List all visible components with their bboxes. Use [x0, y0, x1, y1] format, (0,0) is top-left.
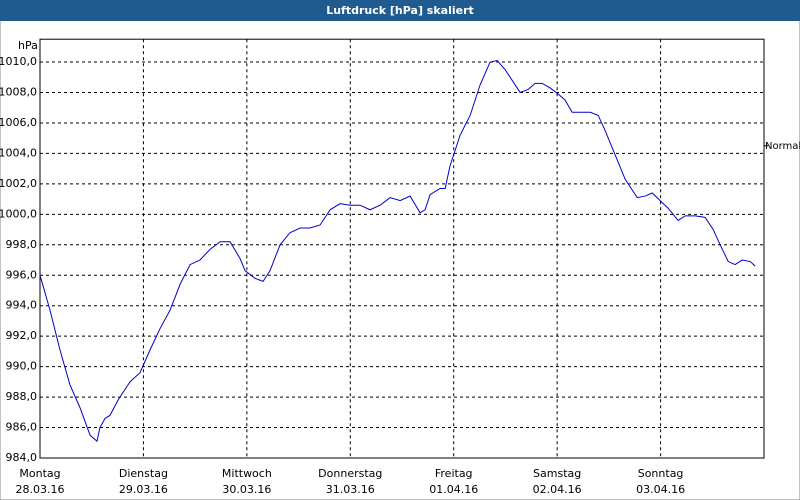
x-tick-label: Donnerstag — [318, 467, 382, 480]
y-tick-label: 988,0 — [6, 390, 38, 403]
y-tick-label: 1010,0 — [0, 55, 37, 68]
y-tick-label: 992,0 — [6, 329, 38, 342]
chart-title: Luftdruck [hPa] skaliert — [326, 4, 474, 17]
y-tick-label: 1006,0 — [0, 116, 37, 129]
y-tick-label: 1000,0 — [0, 207, 37, 220]
x-tick-label: Freitag — [435, 467, 473, 480]
y-tick-label: 996,0 — [6, 268, 38, 281]
x-tick-label: Montag — [19, 467, 60, 480]
x-tick-date: 29.03.16 — [119, 483, 168, 496]
x-tick-date: 02.04.16 — [533, 483, 582, 496]
annotation: Normal — [765, 141, 800, 152]
x-tick-date: 28.03.16 — [16, 483, 65, 496]
y-tick-label: 986,0 — [6, 421, 38, 434]
y-tick-label: 984,0 — [6, 451, 38, 464]
y-tick-label: 994,0 — [6, 299, 38, 312]
x-tick-date: 03.04.16 — [636, 483, 685, 496]
y-tick-label: 1008,0 — [0, 86, 37, 99]
x-tick-label: Mittwoch — [222, 467, 272, 480]
y-tick-label: 990,0 — [6, 360, 38, 373]
title-bar — [0, 0, 800, 21]
x-tick-date: 01.04.16 — [429, 483, 478, 496]
y-tick-label: 1002,0 — [0, 177, 37, 190]
data-line — [39, 59, 756, 443]
x-tick-label: Dienstag — [119, 467, 168, 480]
y-tick-label: 998,0 — [6, 238, 38, 251]
x-tick-label: Samstag — [533, 467, 581, 480]
x-tick-label: Sonntag — [638, 467, 684, 480]
y-tick-label: 1004,0 — [0, 146, 37, 159]
x-tick-date: 30.03.16 — [222, 483, 271, 496]
y-unit: hPa — [18, 39, 38, 52]
plot-frame — [39, 38, 765, 459]
x-tick-date: 31.03.16 — [326, 483, 375, 496]
